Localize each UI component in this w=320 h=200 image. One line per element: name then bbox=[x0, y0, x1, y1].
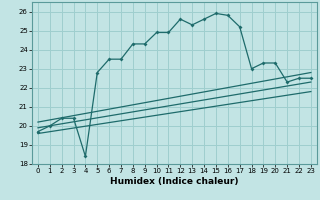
X-axis label: Humidex (Indice chaleur): Humidex (Indice chaleur) bbox=[110, 177, 239, 186]
